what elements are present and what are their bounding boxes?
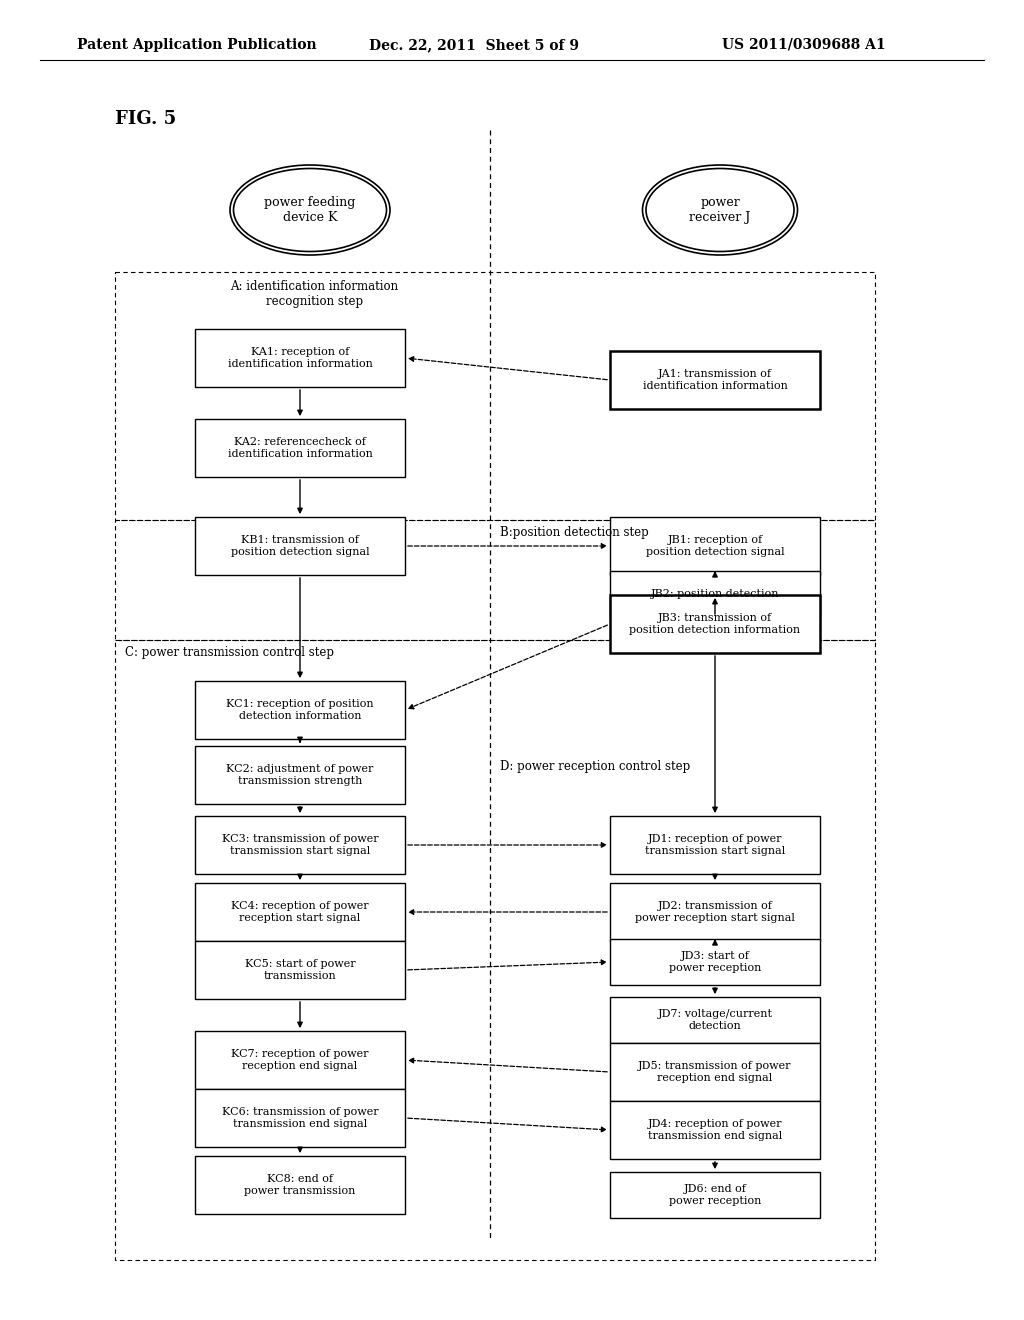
Bar <box>195 1031 406 1089</box>
Bar <box>610 939 820 985</box>
Text: power feeding
device K: power feeding device K <box>264 195 355 224</box>
Text: US 2011/0309688 A1: US 2011/0309688 A1 <box>722 38 886 51</box>
Text: KC6: transmission of power
transmission end signal: KC6: transmission of power transmission … <box>221 1107 378 1129</box>
Bar <box>195 883 406 941</box>
Bar <box>610 816 820 874</box>
Bar <box>195 681 406 739</box>
Text: KA2: referencecheck of
identification information: KA2: referencecheck of identification in… <box>227 437 373 459</box>
Text: Dec. 22, 2011  Sheet 5 of 9: Dec. 22, 2011 Sheet 5 of 9 <box>369 38 579 51</box>
Bar <box>610 1172 820 1218</box>
Text: KB1: transmission of
position detection signal: KB1: transmission of position detection … <box>230 535 370 557</box>
Bar <box>610 883 820 941</box>
Text: JB2: position detection: JB2: position detection <box>650 589 779 599</box>
Text: JD1: reception of power
transmission start signal: JD1: reception of power transmission sta… <box>645 834 785 855</box>
Text: C: power transmission control step: C: power transmission control step <box>125 645 334 659</box>
Bar <box>610 595 820 653</box>
Bar <box>195 329 406 387</box>
Bar <box>195 1156 406 1214</box>
Text: KC1: reception of position
detection information: KC1: reception of position detection inf… <box>226 700 374 721</box>
Text: JD3: start of
power reception: JD3: start of power reception <box>669 952 761 973</box>
Text: A: identification information
recognition step: A: identification information recognitio… <box>230 280 398 308</box>
Text: JB1: reception of
position detection signal: JB1: reception of position detection sig… <box>646 535 784 557</box>
Text: JA1: transmission of
identification information: JA1: transmission of identification info… <box>643 370 787 391</box>
Bar <box>610 351 820 409</box>
Text: JD5: transmission of power
reception end signal: JD5: transmission of power reception end… <box>638 1061 792 1082</box>
Text: FIG. 5: FIG. 5 <box>115 110 176 128</box>
Bar <box>610 517 820 576</box>
Bar <box>195 941 406 999</box>
Text: B:position detection step: B:position detection step <box>500 525 649 539</box>
Text: KC2: adjustment of power
transmission strength: KC2: adjustment of power transmission st… <box>226 764 374 785</box>
Text: JD4: reception of power
transmission end signal: JD4: reception of power transmission end… <box>648 1119 782 1140</box>
Text: KC7: reception of power
reception end signal: KC7: reception of power reception end si… <box>231 1049 369 1071</box>
Text: JB3: transmission of
position detection information: JB3: transmission of position detection … <box>630 614 801 635</box>
Bar <box>610 572 820 616</box>
Text: KC3: transmission of power
transmission start signal: KC3: transmission of power transmission … <box>221 834 378 855</box>
Bar <box>610 1043 820 1101</box>
Bar <box>195 517 406 576</box>
Text: JD2: transmission of
power reception start signal: JD2: transmission of power reception sta… <box>635 902 795 923</box>
Bar <box>195 816 406 874</box>
Text: KC4: reception of power
reception start signal: KC4: reception of power reception start … <box>231 902 369 923</box>
Bar <box>610 1101 820 1159</box>
Bar <box>610 997 820 1043</box>
Bar <box>195 418 406 477</box>
Text: KC5: start of power
transmission: KC5: start of power transmission <box>245 960 355 981</box>
Text: Patent Application Publication: Patent Application Publication <box>77 38 316 51</box>
Text: JD6: end of
power reception: JD6: end of power reception <box>669 1184 761 1205</box>
Text: KC8: end of
power transmission: KC8: end of power transmission <box>245 1175 355 1196</box>
Text: power
receiver J: power receiver J <box>689 195 751 224</box>
Text: KA1: reception of
identification information: KA1: reception of identification informa… <box>227 347 373 368</box>
Bar <box>195 1089 406 1147</box>
Text: JD7: voltage/current
detection: JD7: voltage/current detection <box>657 1010 772 1031</box>
Bar <box>195 746 406 804</box>
Text: D: power reception control step: D: power reception control step <box>500 760 690 774</box>
